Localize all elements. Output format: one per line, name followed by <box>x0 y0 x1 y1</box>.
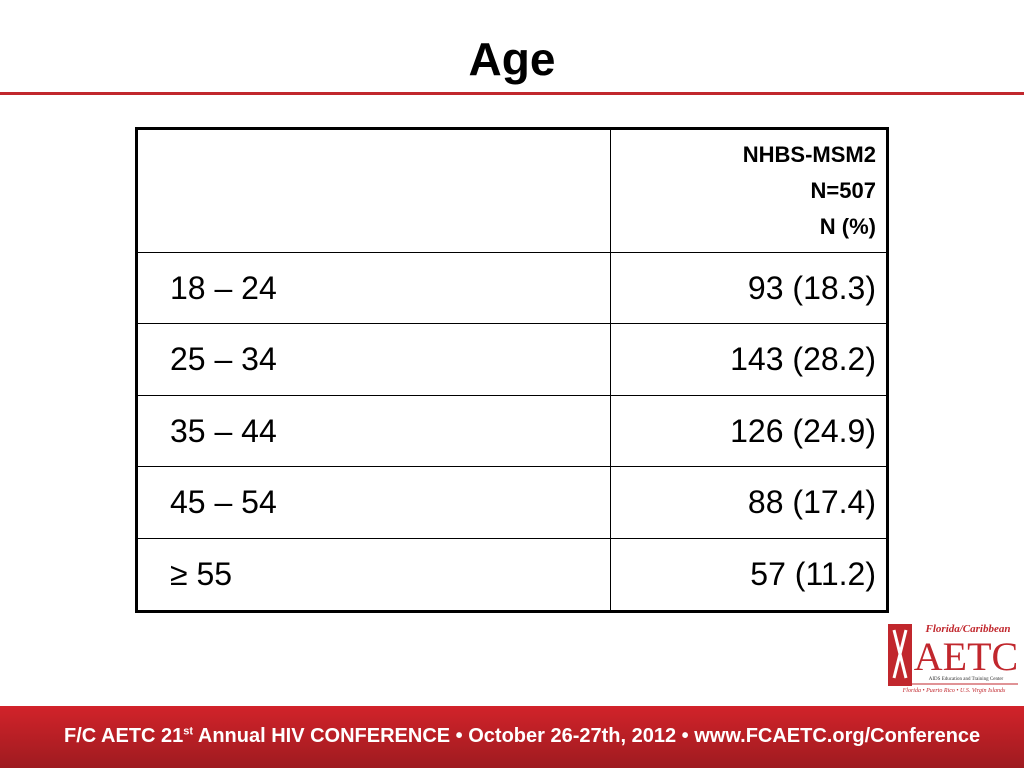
footer-band: F/C AETC 21st Annual HIV CONFERENCE • Oc… <box>0 706 1024 768</box>
logo: Florida/Caribbean AETC AIDS Education an… <box>888 623 1018 694</box>
cell: 35 – 44 <box>136 394 611 468</box>
footer-part: Annual HIV CONFERENCE • October 26-27th,… <box>193 725 981 747</box>
logo-top: Florida/Caribbean <box>925 623 1011 635</box>
header-line: N (%) <box>819 214 876 239</box>
row: 35 – 44 126 (24.9) <box>136 394 888 468</box>
title: Age <box>468 33 556 85</box>
logo-ribbon <box>892 629 908 679</box>
row: 45 – 54 88 (17.4) <box>136 466 888 539</box>
row: 25 – 34 143 (28.2) <box>136 323 888 396</box>
logo-regions: Florida • Puerto Rico • U.S. Virgin Isla… <box>902 688 1006 694</box>
header-cell <box>136 128 611 253</box>
cell: 25 – 34 <box>136 323 611 396</box>
footer-text: F/C AETC 21st Annual HIV CONFERENCE • Oc… <box>64 725 980 748</box>
cell: 88 (17.4) <box>610 466 888 539</box>
title-rule <box>0 92 1024 95</box>
cell: 93 (18.3) <box>610 251 888 325</box>
logo-subtitle: AIDS Education and Training Center <box>929 677 1004 682</box>
cell: 57 (11.2) <box>610 537 888 613</box>
table: NHBS-MSM2 N=507 N (%) 18 – 24 93 (18.3) 2… <box>135 127 889 613</box>
cell: 18 – 24 <box>136 251 611 325</box>
row: ≥ 55 57 (11.2) <box>136 537 888 613</box>
header-line: N=507 <box>810 178 876 203</box>
cell: 45 – 54 <box>136 466 611 539</box>
cell: 143 (28.2) <box>610 323 888 396</box>
cell: 126 (24.9) <box>610 394 888 468</box>
header-row: NHBS-MSM2 N=507 N (%) <box>136 128 888 253</box>
row: 18 – 24 93 (18.3) <box>136 251 888 325</box>
logo-name: AETC <box>914 634 1018 679</box>
header-cell: NHBS-MSM2 N=507 N (%) <box>610 128 888 253</box>
footer-part: F/C AETC 21 <box>64 725 184 747</box>
header-line: NHBS-MSM2 <box>742 142 876 167</box>
cell: ≥ 55 <box>136 537 611 613</box>
footer-superscript: st <box>183 725 194 738</box>
